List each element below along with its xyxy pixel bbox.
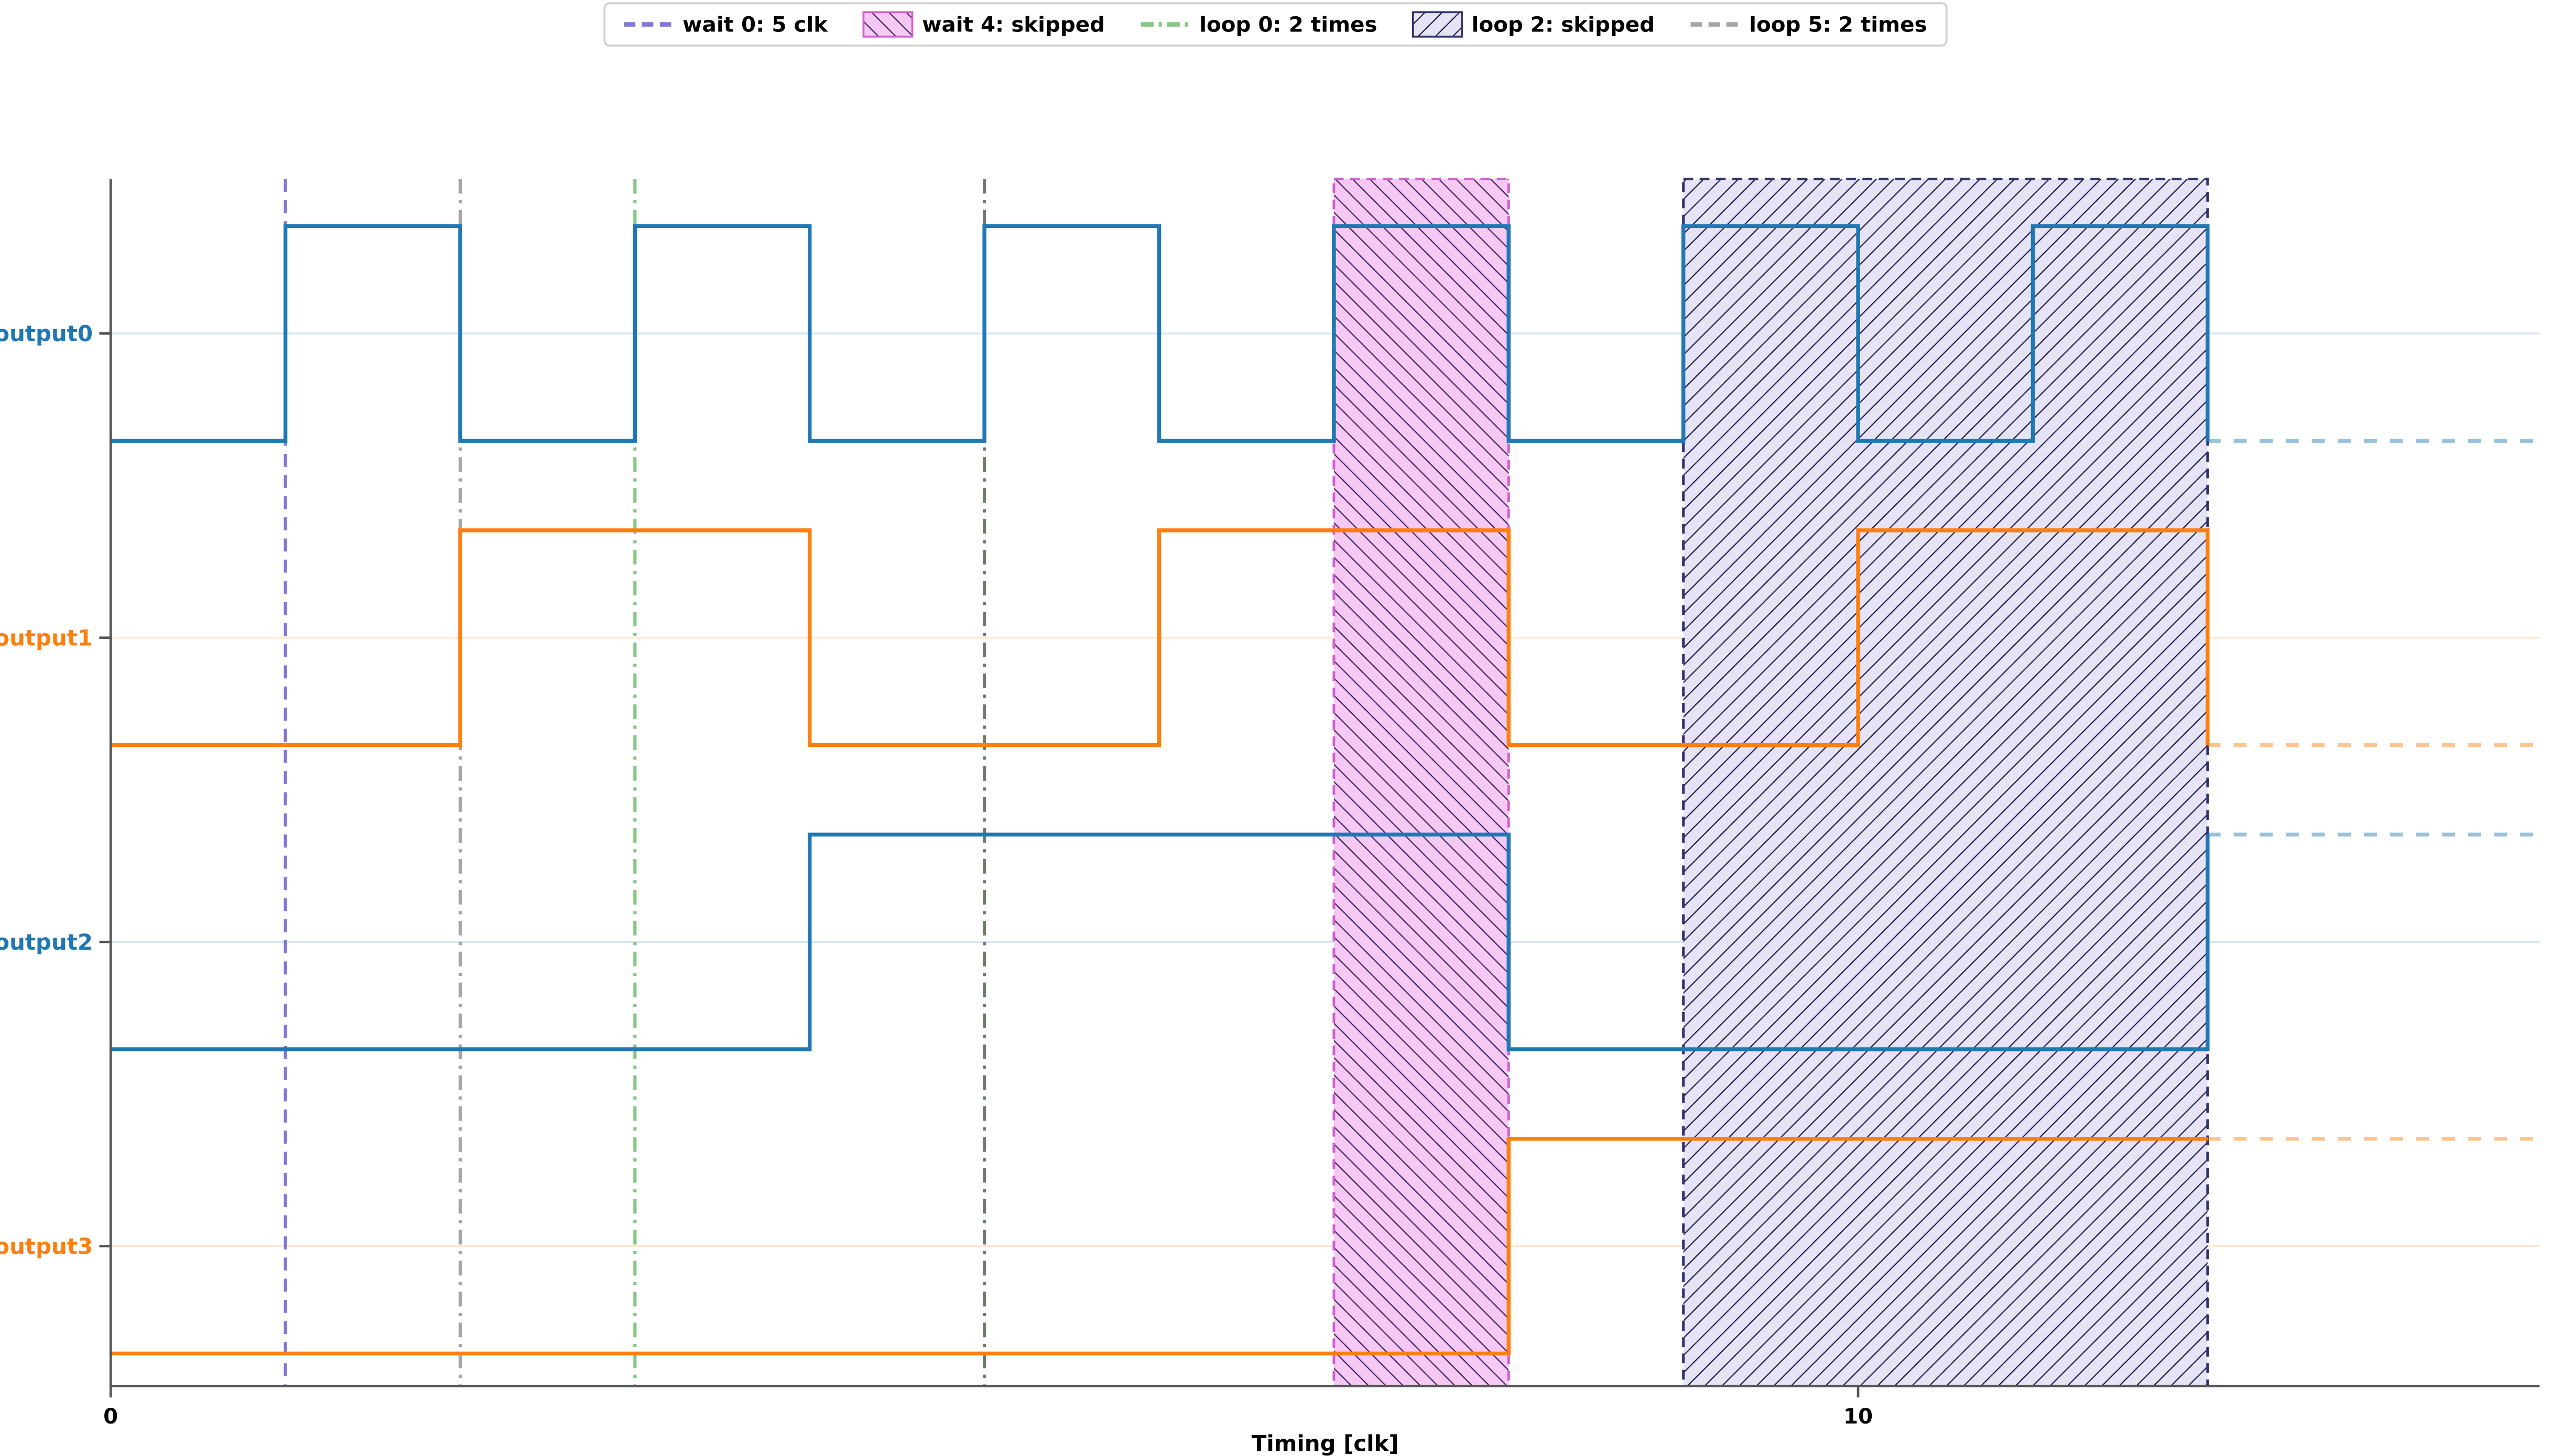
waveform-output2 xyxy=(111,832,2210,1051)
y-tick-label-output1: output1 xyxy=(0,625,93,651)
waveform-output0 xyxy=(111,224,2210,443)
region-0 xyxy=(1332,177,1510,1388)
x-tick-label-0: 0 xyxy=(103,1404,118,1429)
x-axis-label: Timing [clk] xyxy=(1252,1431,1399,1456)
region-1 xyxy=(1682,177,2209,1388)
legend: wait 0: 5 clk wait 4: skipped loop 0: 2 ti… xyxy=(603,2,1948,47)
legend-box xyxy=(603,2,1948,47)
y-tick-label-output3: output3 xyxy=(0,1234,93,1259)
legend-item-1: wait 4: skipped xyxy=(862,11,1105,38)
legend-label: loop 5: 2 times xyxy=(1749,13,1927,37)
legend-item-4: loop 5: 2 times xyxy=(1690,13,1927,37)
y-tick-label-output0: output0 xyxy=(0,321,93,346)
legend-patch-sample xyxy=(1412,11,1463,38)
legend-label: loop 2: skipped xyxy=(1472,13,1655,37)
legend-item-0: wait 0: 5 clk xyxy=(624,13,828,37)
legend-label: wait 4: skipped xyxy=(922,13,1105,37)
axes: output0 output1 output2 output3 0 10 Timing [c… xyxy=(0,179,2540,1456)
x-tick-label-10: 10 xyxy=(1843,1404,1873,1429)
waveform-output1 xyxy=(111,528,2210,747)
waveforms xyxy=(111,224,2540,1356)
waveform-output3 xyxy=(111,1137,2208,1356)
regions xyxy=(1332,177,2209,1388)
legend-label: wait 0: 5 clk xyxy=(682,13,828,37)
legend-item-3: loop 2: skipped xyxy=(1412,11,1655,38)
legend-label: loop 0: 2 times xyxy=(1199,13,1377,37)
y-tick-label-output2: output2 xyxy=(0,929,93,955)
legend-item-2: loop 0: 2 times xyxy=(1141,13,1377,37)
legend-patch-sample xyxy=(862,11,914,38)
